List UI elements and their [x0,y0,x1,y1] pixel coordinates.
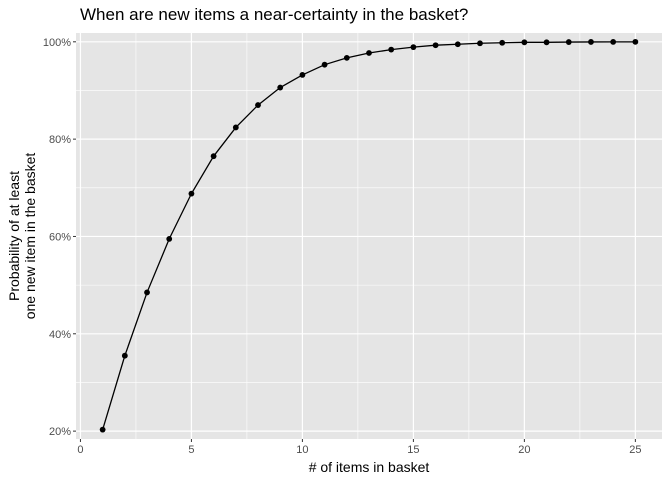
data-point [410,44,417,51]
data-point [144,289,150,296]
data-point [588,39,594,45]
data-point [277,84,284,91]
y-axis-title-line-2: one new item in the basket [22,153,38,320]
data-point [321,61,328,68]
x-tick-label: 10 [296,444,308,456]
y-axis: 20% 40% 60% 80% 100% [43,37,76,438]
data-point [210,153,217,160]
data-point [565,39,572,45]
x-tick-label: 5 [188,444,194,456]
y-tick-label: 20% [49,426,71,438]
x-tick-label: 20 [518,444,530,456]
data-point [166,235,173,242]
data-point [477,40,483,47]
data-point [499,39,506,46]
data-point [610,39,617,45]
x-axis: 0 5 10 15 20 25 [77,439,641,456]
data-point [188,190,195,197]
y-axis-title-line-1: Probability of at least [6,171,22,301]
data-point [388,46,395,53]
y-tick-label: 60% [49,231,71,243]
x-tick-label: 25 [629,444,641,456]
data-points [99,38,639,433]
chart-title: When are new items a near-certainty in t… [80,5,469,24]
data-point [121,352,128,359]
data-point [432,42,439,49]
y-tick-label: 40% [49,329,71,341]
x-axis-title: # of items in basket [309,459,430,475]
y-tick-label: 100% [43,37,71,49]
y-tick-label: 80% [49,134,71,146]
data-point [255,102,261,108]
data-point [366,50,372,56]
data-point [521,39,528,46]
data-point [343,54,350,61]
x-tick-label: 0 [77,444,83,456]
data-point [454,41,461,48]
x-tick-label: 15 [407,444,419,456]
data-point [632,38,639,45]
data-point [299,71,306,78]
data-point [232,124,239,131]
data-point [99,426,106,433]
data-point [543,39,550,46]
